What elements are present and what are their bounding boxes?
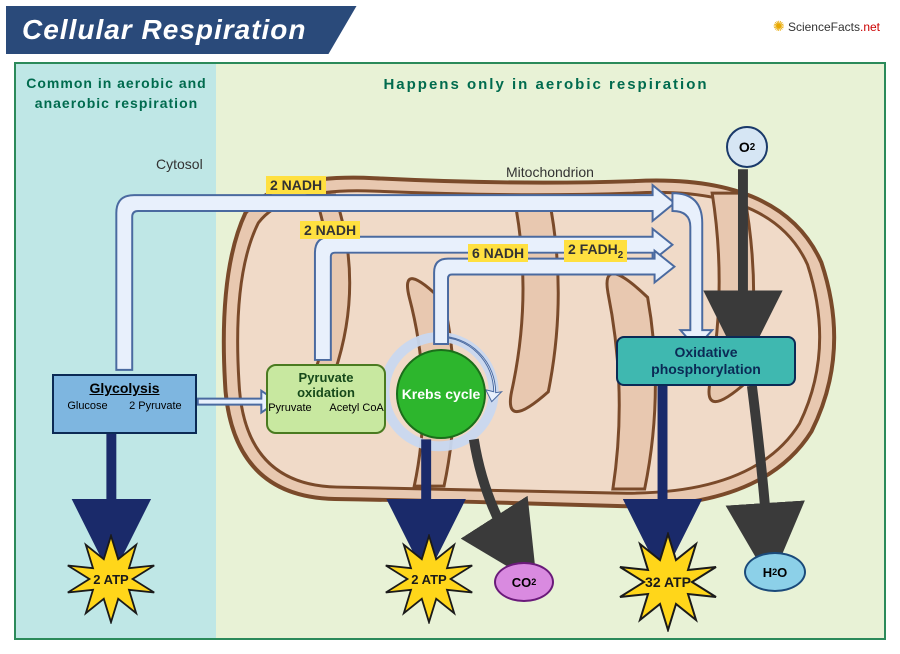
krebs-label: Krebs cycle [402,386,481,403]
atp-star-krebs: 2 ATP [384,534,474,624]
glycolysis-node: Glycolysis Glucose 2 Pyruvate [52,374,197,434]
carrier-nadh-glycolysis: 2 NADH [266,176,326,194]
oxidative-phosphorylation-node: Oxidative phosphorylation [616,336,796,386]
oxphos-label: Oxidative phosphorylation [618,344,794,378]
carrier-nadh-krebs: 6 NADH [468,244,528,262]
glycolysis-reaction: Glucose 2 Pyruvate [54,396,195,412]
logo-brand: ScienceFacts [788,20,860,34]
logo: ✺ ScienceFacts.net [773,18,880,35]
pyruvate-oxidation-node: Pyruvate oxidation Pyruvate Acetyl CoA [266,364,386,434]
co2-node: CO2 [494,562,554,602]
logo-suffix: .net [860,20,880,34]
atp-label: 2 ATP [66,534,156,624]
atp-star-glycolysis: 2 ATP [66,534,156,624]
section-label-aerobic: Happens only in aerobic respiration [346,76,746,93]
h2o-node: H2O [744,552,806,592]
diagram-panel: Common in aerobic and anaerobic respirat… [14,62,886,640]
pyruvate-title: Pyruvate oxidation [268,366,384,400]
title-banner: Cellular Respiration [6,6,357,54]
glycolysis-title: Glycolysis [54,376,195,396]
o2-node: O2 [726,126,768,168]
atp-star-oxphos: 32 ATP [618,532,718,632]
atp-label: 32 ATP [618,532,718,632]
page-title: Cellular Respiration [22,14,307,45]
carrier-nadh-pyruvate: 2 NADH [300,221,360,239]
krebs-cycle-node: Krebs cycle [396,349,486,439]
gear-icon: ✺ [773,18,785,34]
carrier-fadh2: 2 FADH2 [564,240,627,262]
atp-label: 2 ATP [384,534,474,624]
location-mitochondrion: Mitochondrion [506,164,594,180]
pyruvate-reaction: Pyruvate Acetyl CoA [268,400,384,414]
section-label-anaerobic: Common in aerobic and anaerobic respirat… [24,74,209,113]
location-cytosol: Cytosol [156,156,203,172]
